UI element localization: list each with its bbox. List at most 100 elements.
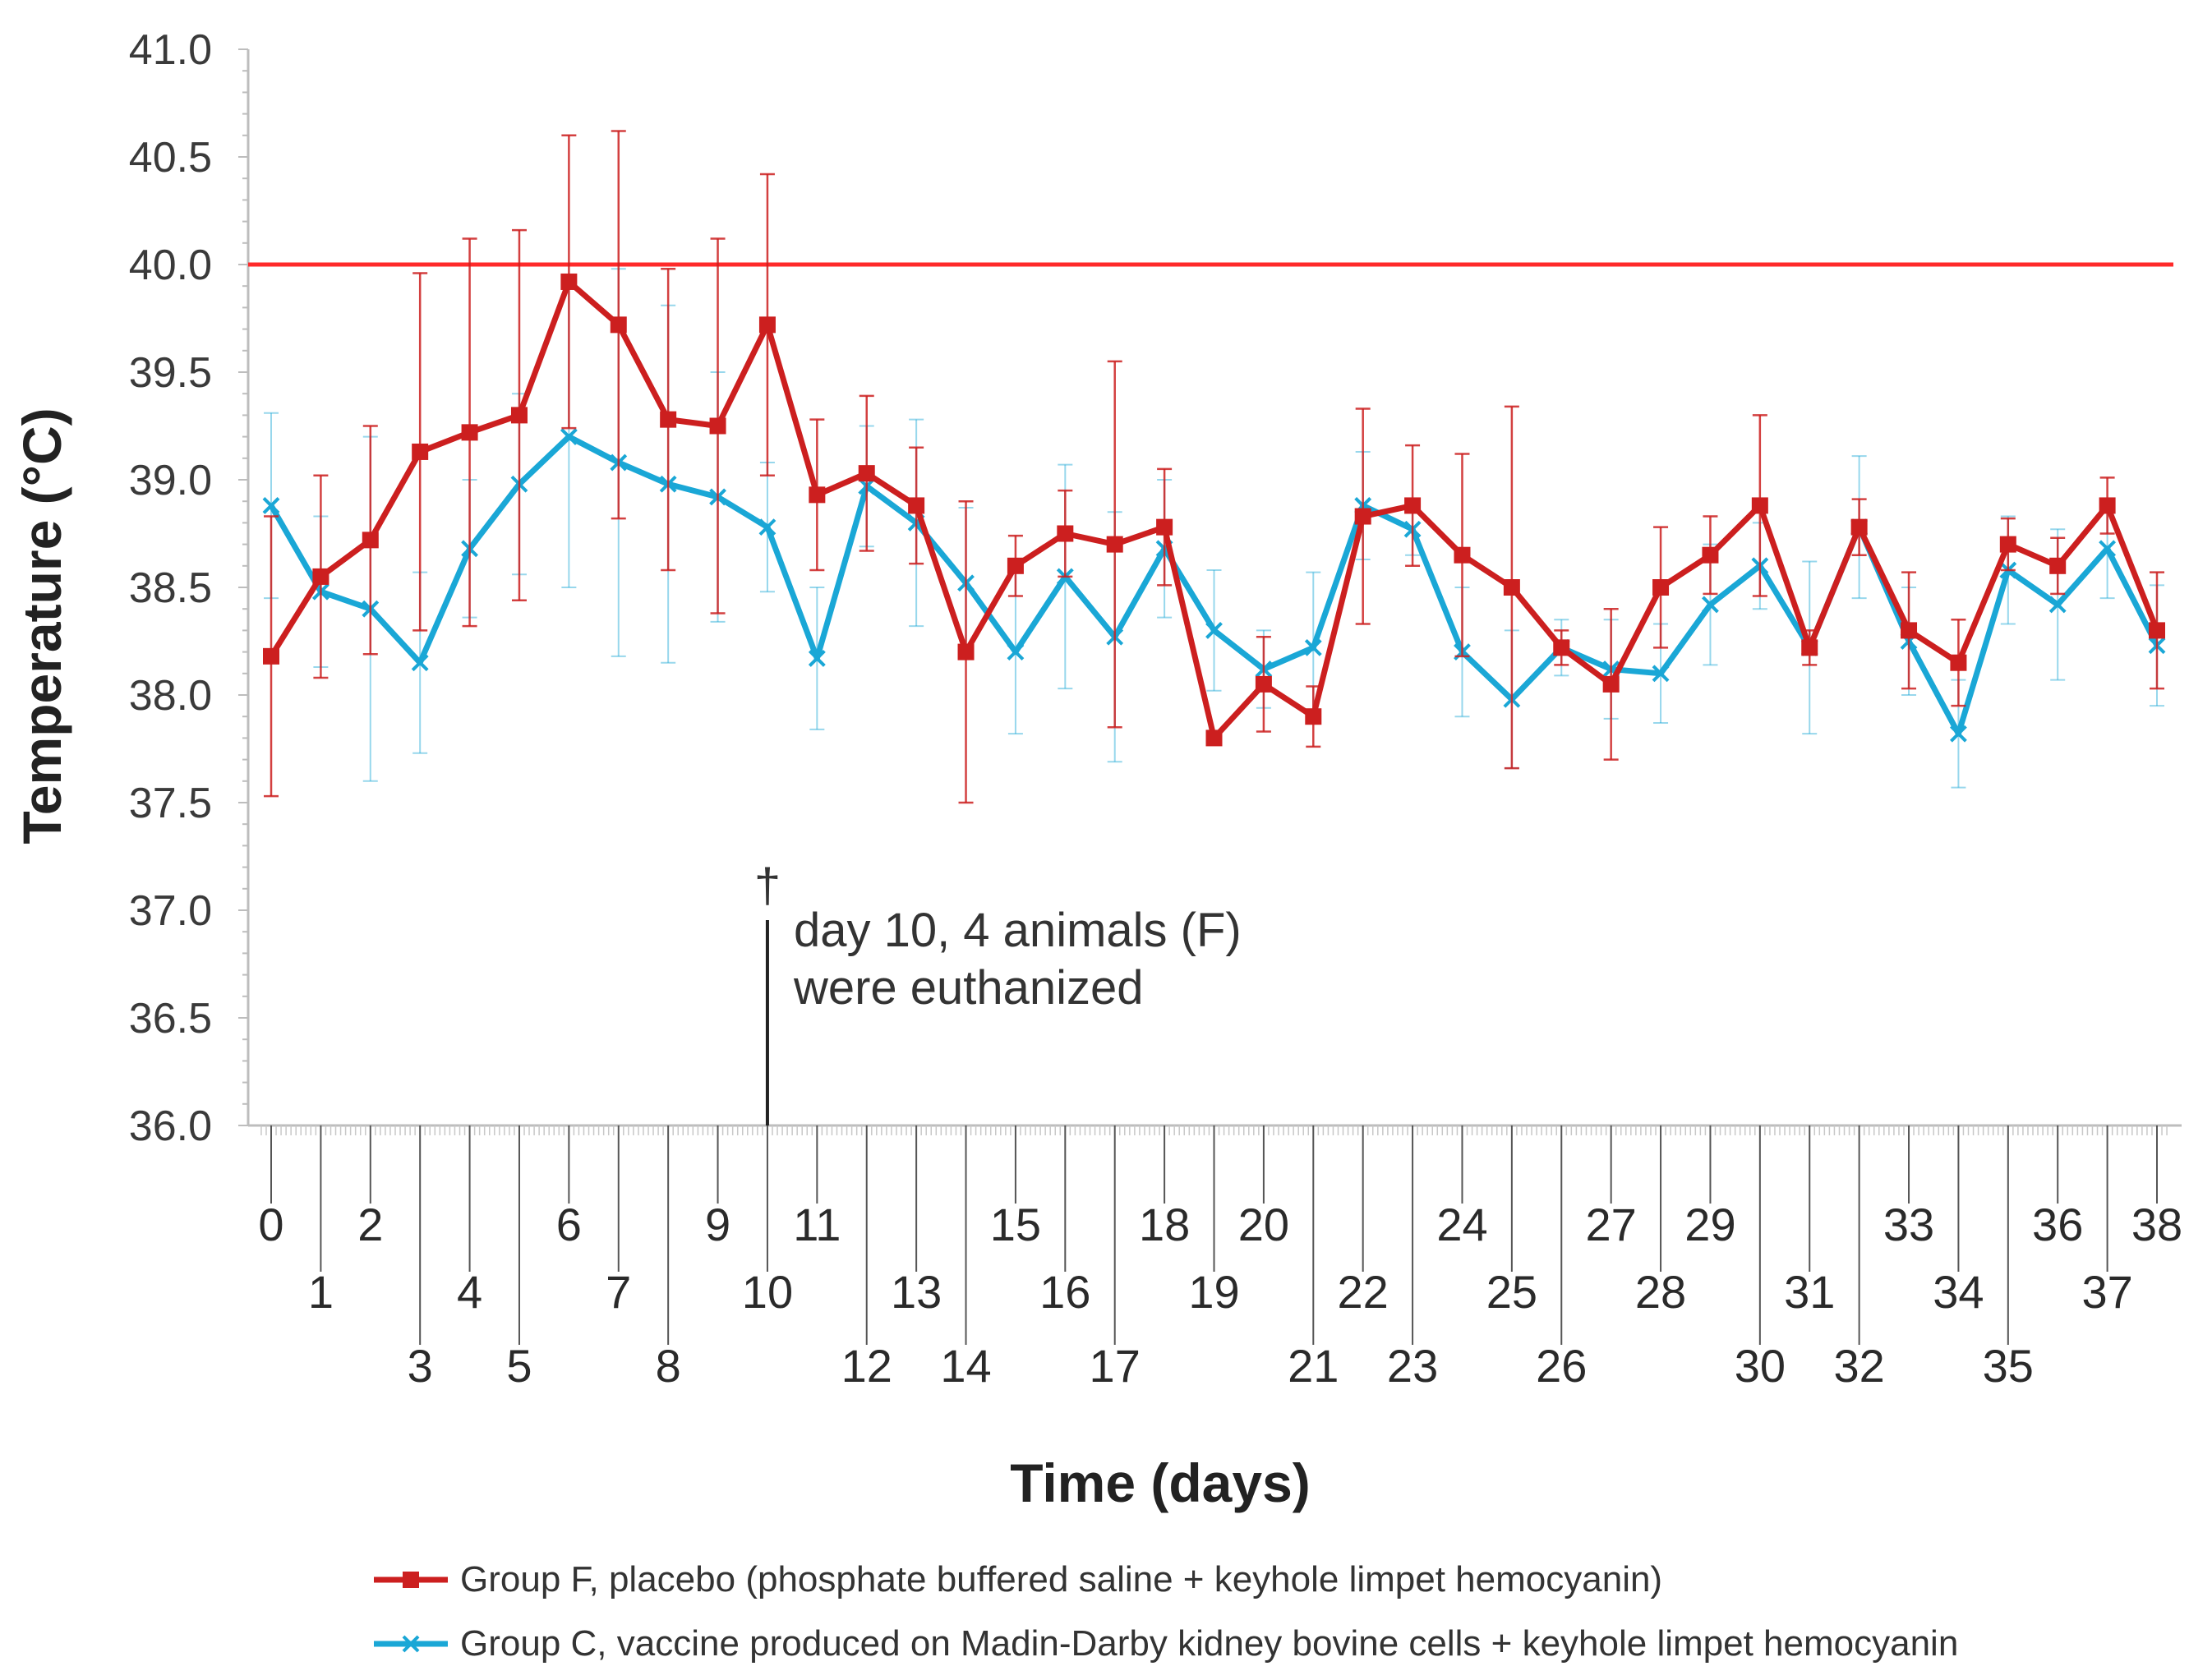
x-tick-label: 38: [2131, 1199, 2182, 1250]
x-tick-label: 20: [1238, 1199, 1289, 1250]
x-tick-label: 25: [1486, 1266, 1537, 1318]
dagger-symbol: †: [754, 859, 781, 913]
data-point: [263, 647, 279, 665]
x-tick-label: 17: [1090, 1340, 1141, 1392]
y-tick-label: 39.0: [129, 457, 212, 504]
legend-label: Group C, vaccine produced on Madin-Darby…: [460, 1623, 1958, 1664]
data-point: [1354, 508, 1371, 525]
data-point: [2099, 540, 2117, 558]
x-tick-label: 35: [1983, 1340, 2034, 1392]
x-tick-label: 19: [1188, 1266, 1239, 1318]
data-point: [312, 568, 330, 585]
x-tick-label: 27: [1586, 1199, 1637, 1250]
x-tick-label: 21: [1288, 1340, 1339, 1392]
data-point: [2149, 622, 2165, 639]
data-point: [1950, 654, 1967, 671]
data-point: [758, 518, 777, 536]
x-tick-label: 33: [1883, 1199, 1934, 1250]
y-axis: 36.0 36.5 37.0 37.5 38.0 38.5 39.0 39.5 40.0 40.5…: [129, 26, 250, 1150]
x-tick-label: 34: [1933, 1266, 1984, 1318]
data-point: [1304, 638, 1322, 656]
legend-marker-x: [402, 1635, 420, 1653]
x-tick-label: 32: [1833, 1340, 1884, 1392]
data-point: [1205, 730, 1223, 747]
data-point: [1057, 525, 1074, 542]
euthanasia-annotation: † day 10, 4 animals (F) were euthanized: [754, 859, 1242, 1125]
legend-marker-square: [403, 1572, 419, 1588]
x-tick-label: 9: [705, 1199, 730, 1250]
data-point: [1007, 643, 1025, 661]
data-point: [610, 316, 627, 334]
y-tick-label: 39.5: [129, 349, 212, 397]
y-tick-label: 38.5: [129, 564, 212, 612]
x-tick-label: 0: [258, 1199, 283, 1250]
data-point: [809, 486, 826, 504]
y-tick-label: 40.5: [129, 134, 212, 182]
x-tick-label: 3: [408, 1340, 433, 1392]
x-tick-label: 22: [1338, 1266, 1389, 1318]
data-point: [2099, 497, 2116, 514]
x-tick-label: 5: [506, 1340, 532, 1392]
x-axis-title: Time (days): [1010, 1452, 1311, 1513]
x-axis: 0123456789101112131415161718192021222324…: [248, 1124, 2182, 1392]
x-tick-label: 1: [308, 1266, 334, 1318]
data-point: [1901, 622, 1918, 639]
data-point: [262, 497, 280, 514]
series-group-f: [263, 130, 2165, 804]
data-point: [1205, 621, 1223, 639]
data-point: [510, 407, 528, 424]
legend-label: Group F, placebo (phosphate buffered sal…: [460, 1559, 1662, 1599]
x-tick-label: 29: [1684, 1199, 1735, 1250]
x-tick-label: 7: [606, 1266, 631, 1318]
x-tick-label: 31: [1784, 1266, 1835, 1318]
x-tick-label: 14: [940, 1340, 991, 1392]
x-tick-label: 36: [2032, 1199, 2083, 1250]
series-group-c: [262, 268, 2166, 789]
x-tick-label: 18: [1139, 1199, 1190, 1250]
data-point: [2048, 596, 2067, 614]
data-point: [1702, 546, 1719, 564]
x-tick-label: 15: [990, 1199, 1041, 1250]
data-point: [1503, 579, 1520, 596]
annotation-text-line-2: were euthanized: [793, 961, 1144, 1015]
y-axis-title: Temperature (°C): [12, 407, 72, 844]
data-point: [1404, 497, 1422, 514]
data-point: [660, 411, 677, 428]
x-tick-label: 24: [1436, 1199, 1487, 1250]
data-point: [1702, 596, 1719, 614]
data-point: [362, 532, 379, 549]
x-tick-label: 10: [742, 1266, 793, 1318]
data-point: [1751, 497, 1768, 514]
data-point: [461, 424, 478, 441]
x-tick-label: 8: [656, 1340, 681, 1392]
x-tick-label: 11: [793, 1199, 841, 1250]
x-tick-label: 2: [357, 1199, 383, 1250]
data-point: [858, 465, 875, 482]
x-tick-label: 37: [2081, 1266, 2132, 1318]
data-point: [1305, 708, 1322, 725]
data-point: [560, 273, 578, 290]
x-tick-label: 16: [1039, 1266, 1090, 1318]
data-point: [1007, 557, 1024, 574]
data-point: [411, 654, 429, 672]
data-point: [1602, 675, 1620, 693]
x-tick-label: 28: [1635, 1266, 1686, 1318]
data-point: [1999, 536, 2016, 553]
data-point: [1255, 675, 1272, 693]
legend: Group F, placebo (phosphate buffered sal…: [374, 1559, 1958, 1664]
y-tick-label: 36.5: [129, 995, 212, 1043]
y-tick-label: 37.0: [129, 887, 212, 935]
data-point: [1850, 518, 1868, 536]
data-point: [758, 316, 776, 334]
x-tick-label: 30: [1735, 1340, 1786, 1392]
y-tick-label: 40.0: [129, 242, 212, 289]
x-tick-label: 26: [1536, 1340, 1587, 1392]
data-point: [908, 497, 925, 514]
y-tick-label: 38.0: [129, 672, 212, 720]
x-tick-label: 4: [457, 1266, 482, 1318]
data-point: [808, 650, 826, 667]
y-tick-label: 36.0: [129, 1102, 212, 1150]
data-point: [560, 428, 578, 446]
data-point: [709, 417, 726, 435]
